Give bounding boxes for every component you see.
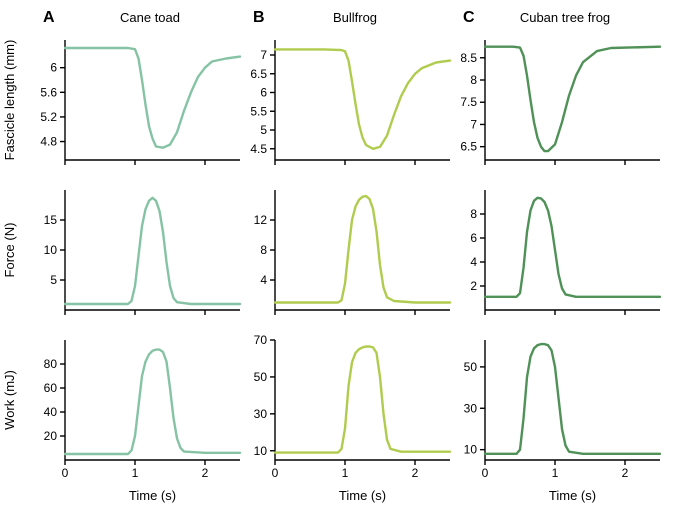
y-tick-label: 5 xyxy=(50,273,57,287)
y-tick-label: 4.5 xyxy=(250,142,267,156)
y-tick-label: 70 xyxy=(254,333,268,347)
y-tick-label: 4 xyxy=(470,255,477,269)
y-tick-label: 6.5 xyxy=(250,67,267,81)
x-tick-label: 1 xyxy=(132,466,139,480)
panel-letter-B: B xyxy=(253,9,265,26)
column-title-B: Bullfrog xyxy=(333,10,377,25)
y-axis-label-fascicle: Fascicle length (mm) xyxy=(2,40,17,161)
y-tick-label: 20 xyxy=(44,429,58,443)
y-tick-label: 6 xyxy=(470,231,477,245)
y-tick-label: 7 xyxy=(260,48,267,62)
y-tick-label: 4 xyxy=(260,273,267,287)
series-line-A-work xyxy=(65,350,240,454)
series-line-C-work xyxy=(485,344,660,454)
y-tick-label: 6 xyxy=(50,61,57,75)
y-tick-label: 5.2 xyxy=(40,110,57,124)
x-axis-label-C: Time (s) xyxy=(549,488,596,503)
panel-letter-C: C xyxy=(463,9,475,26)
y-tick-label: 5.5 xyxy=(250,104,267,118)
x-axis-label-A: Time (s) xyxy=(129,488,176,503)
x-tick-label: 0 xyxy=(62,466,69,480)
y-tick-label: 2 xyxy=(470,279,477,293)
y-tick-label: 4.8 xyxy=(40,135,57,149)
y-tick-label: 30 xyxy=(464,401,478,415)
y-tick-label: 15 xyxy=(44,213,58,227)
x-axis-label-B: Time (s) xyxy=(339,488,386,503)
y-tick-label: 12 xyxy=(254,213,268,227)
x-tick-label: 1 xyxy=(552,466,559,480)
column-title-A: Cane toad xyxy=(120,10,180,25)
y-tick-label: 7 xyxy=(470,117,477,131)
y-tick-label: 8 xyxy=(260,243,267,257)
y-axis-label-work: Work (mJ) xyxy=(2,370,17,430)
x-tick-label: 0 xyxy=(272,466,279,480)
y-tick-label: 40 xyxy=(44,405,58,419)
y-tick-label: 6 xyxy=(260,86,267,100)
series-line-A-force xyxy=(65,198,240,304)
y-tick-label: 8.5 xyxy=(460,51,477,65)
y-tick-label: 10 xyxy=(44,243,58,257)
y-tick-label: 30 xyxy=(254,407,268,421)
y-tick-label: 6.5 xyxy=(460,140,477,154)
series-line-B-work xyxy=(275,347,450,453)
x-tick-label: 2 xyxy=(622,466,629,480)
y-tick-label: 5 xyxy=(260,123,267,137)
column-title-C: Cuban tree frog xyxy=(520,10,610,25)
series-line-B-force xyxy=(275,196,450,303)
chart-svg: A Cane toad Time (s) B Bullfrog Time (s) C Cuba… xyxy=(0,0,679,526)
y-axis-label-force: Force (N) xyxy=(2,223,17,278)
y-tick-label: 50 xyxy=(464,360,478,374)
y-tick-label: 7.5 xyxy=(460,95,477,109)
y-tick-label: 50 xyxy=(254,370,268,384)
series-line-B-fascicle xyxy=(275,49,450,148)
y-tick-label: 8 xyxy=(470,207,477,221)
series-line-A-fascicle xyxy=(65,48,240,148)
x-tick-label: 2 xyxy=(412,466,419,480)
y-tick-label: 10 xyxy=(464,443,478,457)
y-tick-label: 8 xyxy=(470,73,477,87)
figure-root: A Cane toad Time (s) B Bullfrog Time (s) C Cuba… xyxy=(0,0,679,526)
x-tick-label: 2 xyxy=(202,466,209,480)
y-tick-label: 60 xyxy=(44,381,58,395)
y-tick-label: 5.6 xyxy=(40,85,57,99)
x-tick-label: 1 xyxy=(342,466,349,480)
panel-letter-A: A xyxy=(43,9,55,26)
y-tick-label: 10 xyxy=(254,444,268,458)
x-tick-label: 0 xyxy=(482,466,489,480)
series-line-C-fascicle xyxy=(485,47,660,151)
series-line-C-force xyxy=(485,198,660,297)
y-tick-label: 80 xyxy=(44,357,58,371)
